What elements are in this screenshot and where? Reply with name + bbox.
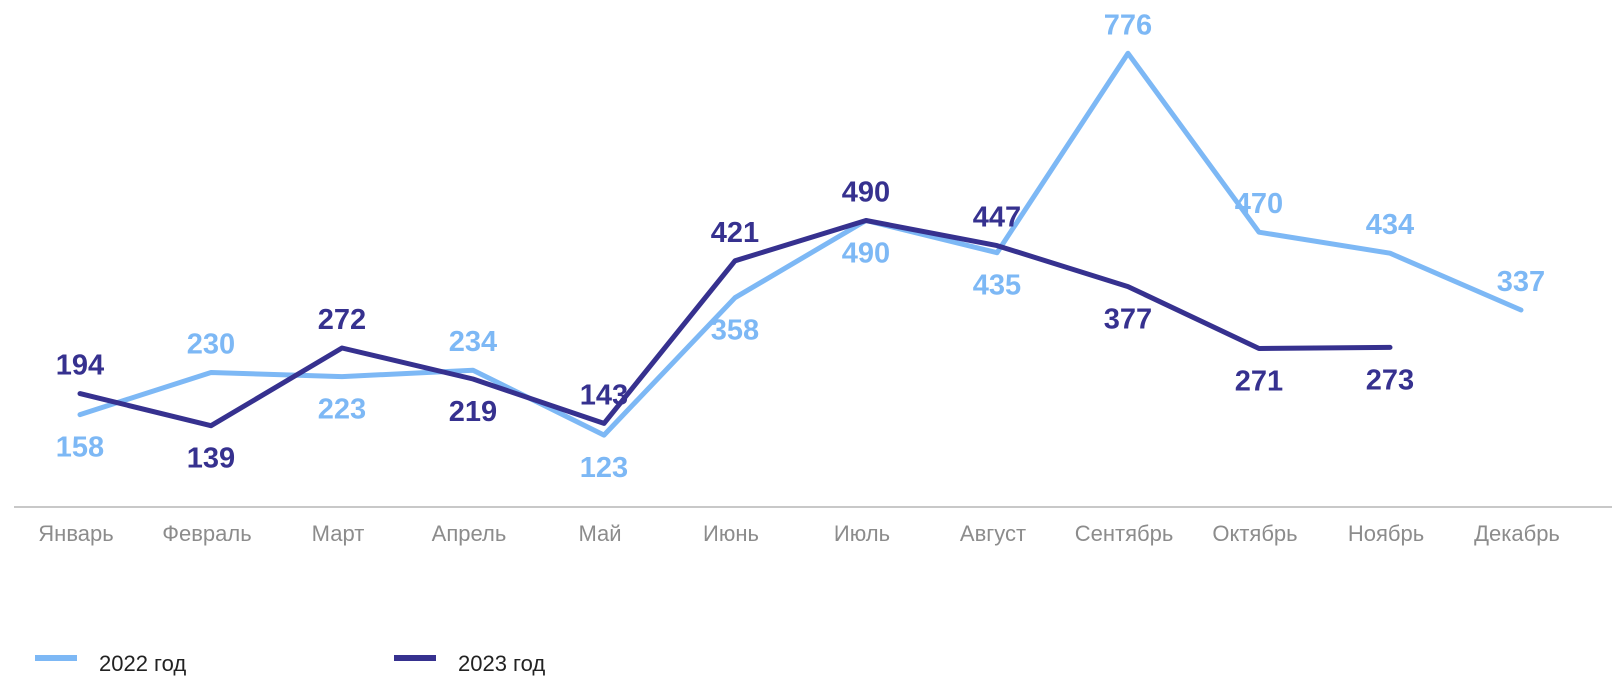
data-label-s2-11: 273: [1366, 364, 1414, 396]
data-label-s1-10: 470: [1235, 188, 1283, 220]
data-label-s2-10: 271: [1235, 366, 1283, 398]
data-label-s2-9: 377: [1104, 304, 1152, 336]
data-label-s2-8: 447: [973, 202, 1021, 234]
data-label-s2-3: 272: [318, 304, 366, 336]
series-line-1: [77, 50, 1524, 438]
x-tick-label-12: Декабрь: [1474, 521, 1560, 546]
legend-label-2: 2023 год: [458, 651, 545, 676]
data-label-s1-11: 434: [1366, 209, 1414, 241]
legend-label-1: 2022 год: [99, 651, 186, 676]
x-tick-label-11: Ноябрь: [1348, 521, 1424, 546]
x-tick-label-5: Май: [578, 521, 621, 546]
x-tick-label-3: Март: [312, 521, 365, 546]
data-label-s1-5: 123: [580, 452, 628, 484]
series-line-2: [77, 218, 1393, 429]
series-layer: [77, 50, 1524, 438]
data-label-s1-7: 490: [842, 237, 890, 269]
x-tick-label-4: Апрель: [432, 521, 507, 546]
data-label-s1-12: 337: [1497, 266, 1545, 298]
data-label-s1-1: 158: [56, 432, 104, 464]
x-tick-label-2: Февраль: [162, 521, 251, 546]
x-tick-label-1: Январь: [38, 521, 113, 546]
data-label-s2-5: 143: [580, 379, 628, 411]
data-label-s2-4: 219: [449, 396, 497, 428]
data-label-s1-4: 234: [449, 326, 497, 358]
data-label-s1-9: 776: [1104, 9, 1152, 41]
x-tick-label-8: Август: [960, 521, 1026, 546]
data-label-s2-1: 194: [56, 350, 104, 382]
data-label-layer: 158 230 223 234 123 358 490 435 776 470 434 337 194 1…: [56, 9, 1545, 484]
data-label-s2-7: 490: [842, 176, 890, 208]
x-tick-label-7: Июль: [834, 521, 890, 546]
data-label-s1-2: 230: [187, 329, 235, 361]
data-label-s1-3: 223: [318, 394, 366, 426]
x-tick-label-9: Сентябрь: [1075, 521, 1174, 546]
data-label-s2-2: 139: [187, 443, 235, 475]
data-label-s1-6: 358: [711, 315, 759, 347]
x-axis-ticks: Январь Февраль Март Апрель Май Июнь Июль Август…: [38, 521, 1560, 546]
data-label-s2-6: 421: [711, 217, 759, 249]
x-tick-label-6: Июнь: [703, 521, 759, 546]
legend: 2022 год 2023 год: [35, 651, 545, 676]
x-tick-label-10: Октябрь: [1212, 521, 1297, 546]
data-label-s1-8: 435: [973, 270, 1021, 302]
